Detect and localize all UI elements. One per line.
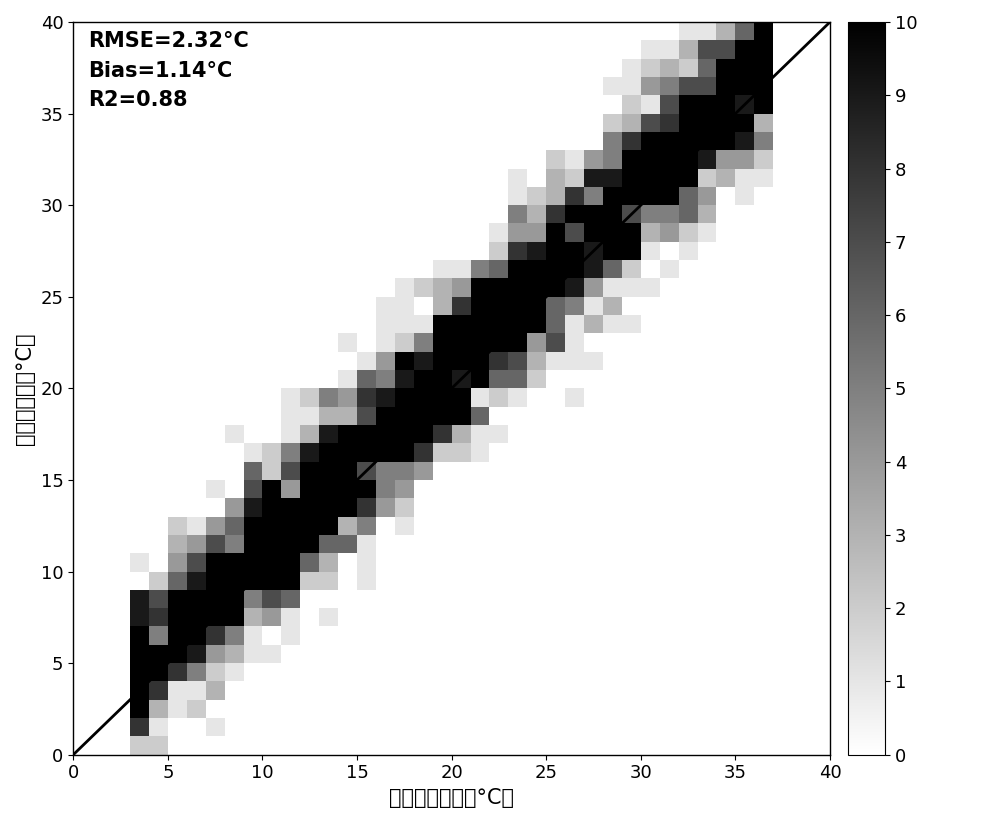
Text: RMSE=2.32°C
Bias=1.14°C
R2=0.88: RMSE=2.32°C Bias=1.14°C R2=0.88 <box>88 31 249 110</box>
X-axis label: 台站实际气温（°C）: 台站实际气温（°C） <box>389 788 514 808</box>
Y-axis label: 估算的气温（°C）: 估算的气温（°C） <box>15 332 35 444</box>
